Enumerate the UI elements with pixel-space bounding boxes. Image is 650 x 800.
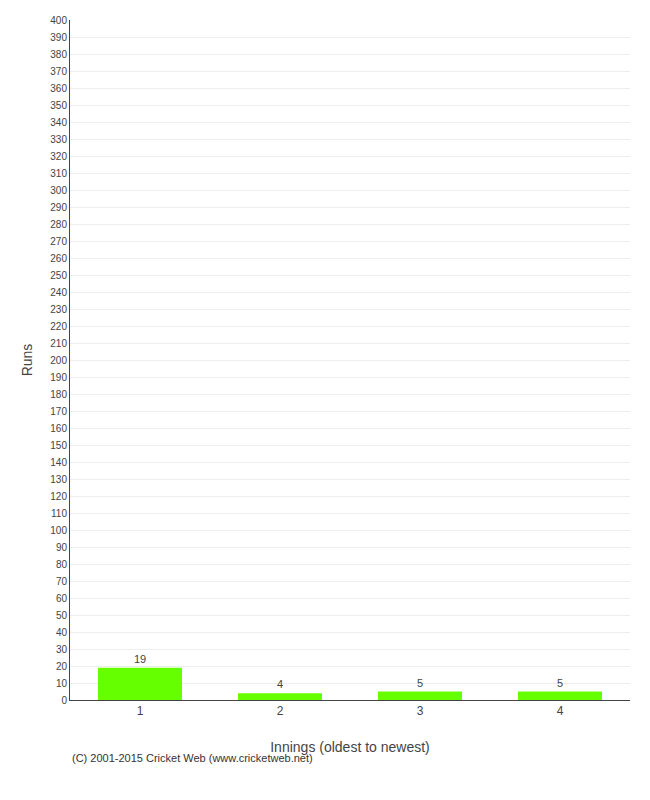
svg-text:5: 5 [417, 677, 423, 689]
svg-text:2: 2 [277, 704, 284, 718]
svg-text:50: 50 [56, 610, 68, 621]
svg-text:180: 180 [50, 389, 67, 400]
svg-text:350: 350 [50, 100, 67, 111]
svg-text:30: 30 [56, 644, 68, 655]
svg-text:200: 200 [50, 355, 67, 366]
svg-text:100: 100 [50, 525, 67, 536]
svg-text:4: 4 [277, 678, 283, 690]
svg-text:20: 20 [56, 661, 68, 672]
svg-text:310: 310 [50, 168, 67, 179]
svg-text:380: 380 [50, 49, 67, 60]
svg-text:370: 370 [50, 66, 67, 77]
svg-text:150: 150 [50, 440, 67, 451]
svg-text:160: 160 [50, 423, 67, 434]
svg-text:70: 70 [56, 576, 68, 587]
svg-text:5: 5 [557, 677, 563, 689]
svg-text:1: 1 [137, 704, 144, 718]
svg-text:(C) 2001-2015 Cricket Web (www: (C) 2001-2015 Cricket Web (www.cricketwe… [72, 752, 313, 764]
svg-text:60: 60 [56, 593, 68, 604]
svg-text:3: 3 [417, 704, 424, 718]
svg-text:240: 240 [50, 287, 67, 298]
svg-text:130: 130 [50, 474, 67, 485]
svg-text:280: 280 [50, 219, 67, 230]
svg-text:290: 290 [50, 202, 67, 213]
svg-text:210: 210 [50, 338, 67, 349]
svg-text:190: 190 [50, 372, 67, 383]
svg-text:260: 260 [50, 253, 67, 264]
svg-text:340: 340 [50, 117, 67, 128]
svg-text:Innings (oldest to newest): Innings (oldest to newest) [270, 739, 430, 755]
svg-text:120: 120 [50, 491, 67, 502]
svg-text:40: 40 [56, 627, 68, 638]
svg-text:320: 320 [50, 151, 67, 162]
svg-text:400: 400 [50, 15, 67, 26]
svg-text:360: 360 [50, 83, 67, 94]
svg-text:4: 4 [557, 704, 564, 718]
svg-text:Runs: Runs [19, 344, 35, 377]
svg-text:90: 90 [56, 542, 68, 553]
svg-text:390: 390 [50, 32, 67, 43]
svg-text:0: 0 [61, 695, 67, 706]
svg-text:270: 270 [50, 236, 67, 247]
svg-text:140: 140 [50, 457, 67, 468]
svg-text:10: 10 [56, 678, 68, 689]
svg-text:80: 80 [56, 559, 68, 570]
svg-text:230: 230 [50, 304, 67, 315]
svg-text:330: 330 [50, 134, 67, 145]
svg-text:220: 220 [50, 321, 67, 332]
svg-text:170: 170 [50, 406, 67, 417]
svg-text:250: 250 [50, 270, 67, 281]
svg-text:19: 19 [134, 653, 146, 665]
svg-text:110: 110 [51, 508, 67, 519]
svg-text:300: 300 [50, 185, 67, 196]
